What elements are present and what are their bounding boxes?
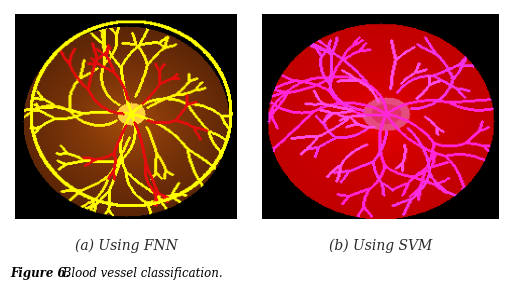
- Text: (a) Using FNN: (a) Using FNN: [75, 239, 177, 253]
- Text: Figure 6.: Figure 6.: [10, 267, 70, 280]
- Text: (b) Using SVM: (b) Using SVM: [329, 239, 432, 253]
- Text: Blood vessel classification.: Blood vessel classification.: [59, 267, 223, 280]
